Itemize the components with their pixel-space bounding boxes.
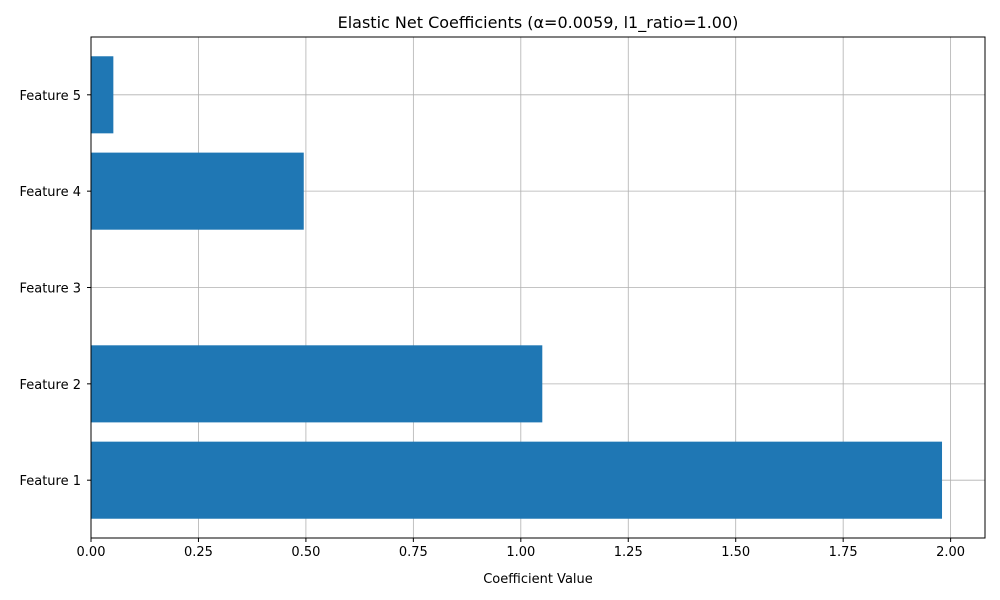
bar-feature-1 [91,441,943,519]
x-tick-label: 0.50 [291,545,320,560]
x-tick-label: 1.25 [614,545,643,560]
y-tick-label: Feature 2 [19,378,81,393]
x-axis-label: Coefficient Value [483,572,593,587]
chart-title: Elastic Net Coefficients (α=0.0059, l1_r… [338,13,739,33]
y-tick-label: Feature 1 [19,474,81,489]
y-axis: Feature 1 Feature 2 Feature 3 Feature 4 Feat… [19,89,91,489]
bar-feature-5 [91,56,114,134]
x-tick-label: 0.00 [77,545,106,560]
bars [91,56,943,519]
x-axis: 0.00 0.25 0.50 0.75 1.00 1.25 1.50 1.75 2.00 [77,538,965,560]
x-tick-label: 1.00 [506,545,535,560]
x-tick-label: 1.50 [721,545,750,560]
y-tick-label: Feature 5 [19,89,81,104]
bar-feature-4 [91,152,304,230]
x-tick-label: 1.75 [829,545,858,560]
bar-feature-2 [91,345,543,423]
x-tick-label: 0.75 [399,545,428,560]
y-tick-label: Feature 3 [19,282,81,297]
x-tick-label: 2.00 [936,545,965,560]
y-tick-label: Feature 4 [19,185,81,200]
x-tick-label: 0.25 [184,545,213,560]
